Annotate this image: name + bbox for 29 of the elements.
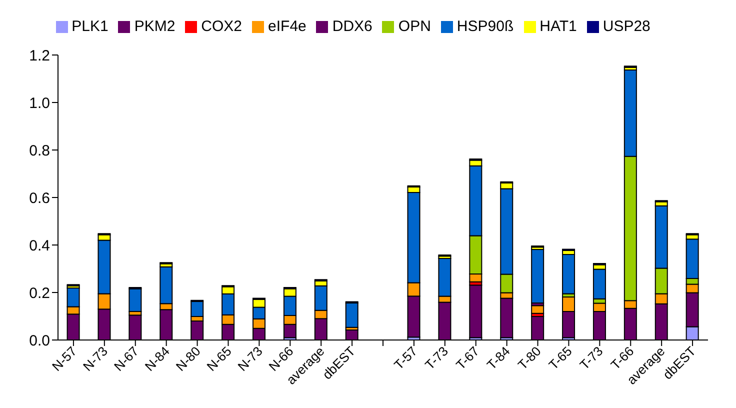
x-tick-label: T-57	[391, 344, 420, 373]
legend-label: OPN	[398, 18, 431, 35]
legend-label: USP28	[602, 18, 650, 35]
x-tick-label: T-84	[484, 344, 513, 373]
y-tick-label: 0.4	[29, 237, 50, 254]
y-tick-label: 1.0	[29, 94, 50, 112]
x-tick-label: T-73	[422, 344, 452, 373]
x-tick-label: T-73	[576, 344, 606, 373]
x-tick-label: T-67	[452, 344, 482, 373]
bar	[345, 302, 358, 328]
bar	[562, 254, 576, 294]
legend-label: HAT1	[540, 18, 577, 35]
y-tick-label: 0.6	[29, 190, 50, 207]
y-tick-label: 0.8	[29, 142, 50, 160]
bar	[531, 249, 544, 304]
legend-label: eIF4e	[268, 18, 306, 35]
bar	[531, 305, 544, 314]
x-tick-label: T-65	[546, 344, 575, 373]
legend-label: PKM2	[134, 18, 176, 35]
bar	[128, 288, 142, 312]
legend-label: HSP90ß	[456, 18, 514, 35]
legend-label: PLK1	[72, 18, 108, 35]
y-tick-label: 1.2	[29, 47, 50, 64]
x-tick-label: T-80	[514, 344, 544, 373]
y-tick-label: 0.0	[29, 332, 50, 350]
bar	[592, 268, 606, 300]
legend-label: DDX6	[332, 18, 372, 35]
legend-label: COX2	[201, 18, 242, 35]
y-tick-label: 0.2	[29, 284, 50, 302]
